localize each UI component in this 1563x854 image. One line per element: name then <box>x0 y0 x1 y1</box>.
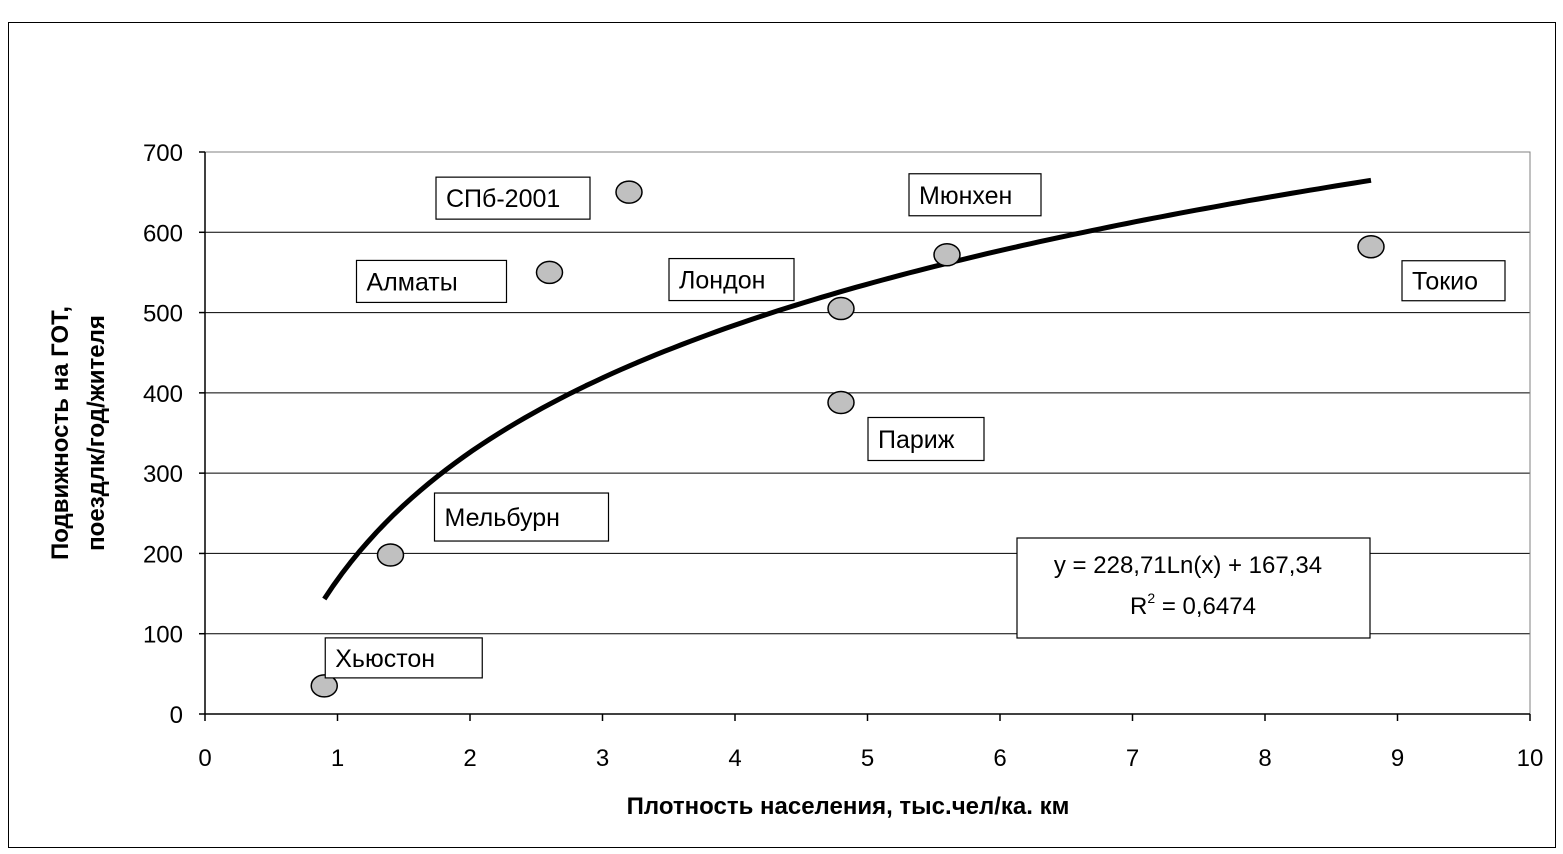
x-tick-label-5: 5 <box>861 745 874 772</box>
city-label-0: Хьюстон <box>335 645 435 673</box>
city-label-6: Мюнхен <box>919 182 1012 210</box>
r-squared-label: R <box>1130 593 1147 620</box>
data-point-0 <box>310 674 338 698</box>
r-squared-value: = 0,6474 <box>1155 593 1256 620</box>
city-label-7: Токио <box>1412 268 1478 296</box>
data-point-3 <box>615 180 643 204</box>
city-label-box-6 <box>908 173 1042 217</box>
data-point-6 <box>933 243 961 267</box>
data-point-2 <box>535 260 564 285</box>
x-tick-label-0: 0 <box>198 745 211 772</box>
x-tick-label-8: 8 <box>1258 745 1271 772</box>
r-squared: R2 = 0,6474 <box>1130 590 1256 620</box>
city-label-box-7 <box>1401 260 1506 302</box>
equation-box: y = 228,71Ln(x) + 167,34 R2 = 0,6474 <box>1016 537 1371 639</box>
x-axis-title: Плотность населения, тыс.чел/ка. км <box>627 793 1070 820</box>
city-label-box-4 <box>668 257 795 302</box>
x-tick-label-3: 3 <box>596 745 609 772</box>
y-axis-title-line1: Подвижность на ГОТ, <box>47 306 74 560</box>
data-point-5 <box>827 390 855 415</box>
y-tick-label-400: 400 <box>143 381 183 408</box>
equation-box-frame <box>1016 537 1371 639</box>
data-point-4 <box>827 296 855 321</box>
city-label-box-0 <box>324 637 483 679</box>
city-label-box-2 <box>355 259 508 304</box>
chart-frame <box>8 22 1556 848</box>
labels-layer: Хьюстон Мельбурн Алматы СПб-2001 Лондон Париж… <box>324 173 1506 679</box>
x-tick-label-6: 6 <box>993 745 1006 772</box>
city-label-1: Мельбурн <box>445 504 561 532</box>
x-tick-label-4: 4 <box>728 745 741 772</box>
city-label-box-3 <box>435 176 591 220</box>
x-tick-label-10: 10 <box>1517 745 1544 772</box>
y-tick-label-0: 0 <box>170 702 183 729</box>
data-point-7 <box>1357 234 1385 259</box>
y-tick-label-600: 600 <box>143 220 183 247</box>
trendline <box>322 177 1372 601</box>
x-tick-label-2: 2 <box>463 745 476 772</box>
x-tick-label-7: 7 <box>1126 745 1139 772</box>
trendline-equation: y = 228,71Ln(x) + 167,34 <box>1054 552 1322 579</box>
r-squared-exponent: 2 <box>1147 590 1155 606</box>
y-tick-label-100: 100 <box>143 622 183 649</box>
city-label-4: Лондон <box>679 267 765 295</box>
y-axis-title-line2: поездлк/год/жителя <box>83 315 110 551</box>
city-label-box-1 <box>433 492 610 542</box>
y-tick-label-500: 500 <box>143 301 183 328</box>
y-tick-label-300: 300 <box>143 461 183 488</box>
city-label-3: СПб-2001 <box>446 185 560 213</box>
y-tick-label-700: 700 <box>143 140 183 167</box>
city-label-5: Париж <box>878 426 955 454</box>
points-layer <box>310 180 1385 698</box>
data-point-1 <box>376 543 405 567</box>
city-label-2: Алматы <box>367 268 458 296</box>
y-tick-label-200: 200 <box>143 541 183 568</box>
x-tick-label-9: 9 <box>1391 745 1404 772</box>
axes-layer: 0 100 200 300 400 500 600 700 0 1 2 3 4 5 6 7 8 9 10 <box>143 140 1543 772</box>
city-label-box-5 <box>867 416 985 462</box>
x-tick-label-1: 1 <box>331 745 344 772</box>
